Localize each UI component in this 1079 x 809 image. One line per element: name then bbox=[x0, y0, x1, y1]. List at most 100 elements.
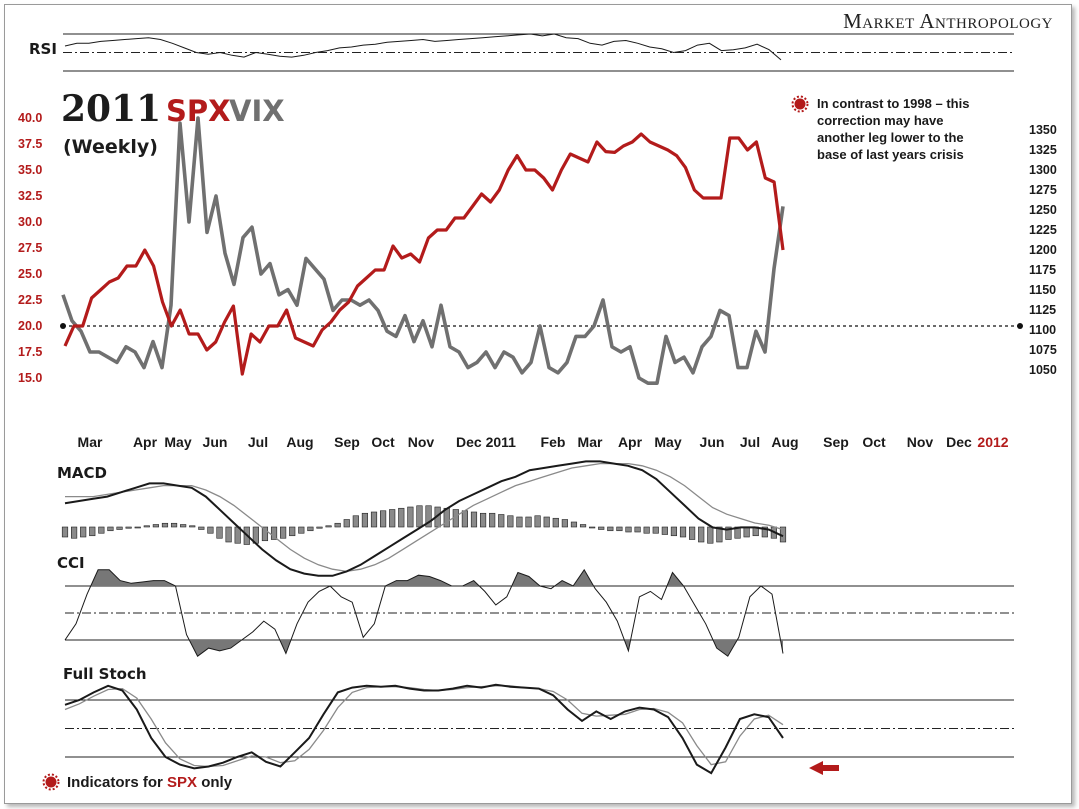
macd-histogram-bar bbox=[398, 507, 405, 528]
macd-histogram-bar bbox=[161, 522, 169, 528]
x-axis-label: May bbox=[654, 434, 681, 450]
red-starburst-bullet-icon bbox=[45, 776, 57, 788]
vix-axis-tick-label: 15.0 bbox=[18, 371, 42, 385]
title-weekly: (Weekly) bbox=[63, 136, 158, 158]
macd-panel: MACD bbox=[57, 460, 787, 577]
macd-histogram-bar bbox=[261, 526, 269, 542]
cci-panel: CCI bbox=[57, 554, 1014, 657]
macd-histogram-bar bbox=[425, 505, 432, 528]
macd-histogram-bar bbox=[298, 526, 305, 534]
macd-histogram-bar bbox=[516, 516, 523, 528]
stoch-k-line bbox=[64, 683, 784, 775]
spx-axis-tick-label: 1350 bbox=[1029, 123, 1057, 137]
x-axis-label: Aug bbox=[771, 434, 798, 450]
macd-histogram-bar bbox=[707, 526, 714, 544]
macd-histogram-bar bbox=[352, 515, 359, 528]
vix-axis-tick-label: 25.0 bbox=[18, 267, 42, 281]
vix-axis-tick-label: 32.5 bbox=[18, 189, 42, 203]
macd-histogram-bar bbox=[207, 526, 214, 534]
macd-histogram-bar bbox=[725, 526, 732, 540]
red-starburst-bullet-icon bbox=[794, 98, 806, 110]
x-axis-label: Nov bbox=[408, 434, 435, 450]
footnote-highlight: SPX bbox=[167, 774, 197, 791]
macd-histogram-bar bbox=[270, 526, 278, 540]
footnote-suffix: only bbox=[197, 774, 233, 791]
reference-line-end-dot bbox=[1017, 323, 1023, 329]
x-axis-label: 2012 bbox=[977, 434, 1008, 450]
spx-axis-tick-label: 1275 bbox=[1029, 183, 1057, 197]
macd-histogram-bar bbox=[170, 522, 178, 528]
spx-axis-tick-label: 1175 bbox=[1029, 263, 1056, 277]
macd-histogram-bar bbox=[71, 526, 78, 539]
vix-axis-tick-label: 35.0 bbox=[18, 163, 42, 177]
annotation-bullet bbox=[791, 95, 809, 113]
x-axis-label: Apr bbox=[618, 434, 643, 450]
x-axis-label: Aug bbox=[286, 434, 313, 450]
cci-label: CCI bbox=[57, 554, 85, 572]
left-arrow-marker bbox=[809, 761, 839, 775]
full-stoch-label: Full Stoch bbox=[63, 665, 147, 683]
macd-histogram-bar bbox=[652, 526, 659, 534]
footnote: Indicators for SPX only bbox=[42, 773, 233, 791]
macd-histogram-bar bbox=[461, 510, 468, 528]
macd-signal-line bbox=[65, 462, 784, 573]
vix-series-line bbox=[61, 116, 785, 386]
vix-axis-tick-label: 22.5 bbox=[18, 293, 42, 307]
starburst-rays bbox=[791, 95, 809, 113]
vix-axis-tick-label: 17.5 bbox=[18, 345, 42, 359]
macd-histogram-bar bbox=[479, 512, 487, 528]
macd-histogram-bar bbox=[89, 526, 96, 537]
vix-axis-tick-label: 27.5 bbox=[18, 241, 42, 255]
starburst-rays bbox=[42, 773, 60, 791]
x-axis-label: Sep bbox=[823, 434, 849, 450]
spx-axis-tick-label: 1225 bbox=[1029, 223, 1057, 237]
macd-histogram-bar bbox=[743, 526, 750, 538]
macd-histogram-bar bbox=[761, 526, 768, 538]
brand-title: Market Anthropology bbox=[843, 9, 1053, 33]
cci-oversold-fill bbox=[189, 640, 784, 657]
macd-histogram-bar bbox=[289, 526, 296, 537]
x-axis-label: Jun bbox=[700, 434, 725, 450]
macd-line bbox=[64, 460, 784, 577]
macd-histogram-bar bbox=[407, 506, 414, 528]
macd-histogram-bar bbox=[716, 526, 723, 543]
macd-histogram-bar bbox=[570, 521, 578, 528]
footnote-text: Indicators for SPX only bbox=[67, 774, 233, 791]
macd-histogram-bar bbox=[625, 526, 632, 533]
full-stoch-panel: Full Stoch bbox=[63, 665, 1014, 775]
chart-canvas: Market Anthropology RSI 2011 SPX VIX (We… bbox=[18, 9, 1057, 791]
macd-histogram-bar bbox=[416, 505, 423, 528]
cci-overbought-fill bbox=[90, 569, 684, 586]
annotation-line-1: In contrast to 1998 – this bbox=[817, 96, 969, 111]
macd-histogram-bar bbox=[316, 526, 323, 529]
macd-histogram-bar bbox=[216, 526, 223, 539]
macd-histogram-bar bbox=[507, 515, 514, 528]
annotation-line-2: correction may have bbox=[817, 113, 943, 128]
rsi-line bbox=[64, 33, 782, 61]
macd-label: MACD bbox=[57, 464, 107, 482]
x-axis-label: Jul bbox=[740, 434, 760, 450]
spx-axis-tick-label: 1150 bbox=[1029, 283, 1056, 297]
macd-histogram-bar bbox=[389, 509, 396, 528]
macd-histogram-bar bbox=[579, 524, 587, 528]
x-axis-label: Jul bbox=[248, 434, 268, 450]
macd-histogram-bar bbox=[607, 526, 614, 532]
macd-histogram-bar bbox=[380, 510, 387, 528]
macd-histogram-bar bbox=[98, 526, 105, 534]
x-axis-label: Jun bbox=[203, 434, 228, 450]
macd-histogram-bar bbox=[470, 511, 478, 528]
macd-histogram-bar bbox=[589, 526, 596, 529]
macd-histogram-bar bbox=[661, 526, 668, 535]
macd-histogram-bar bbox=[561, 519, 568, 528]
spx-series-line bbox=[63, 132, 785, 376]
annotation-line-4: base of last years crisis bbox=[817, 147, 964, 162]
title-year: 2011 bbox=[61, 88, 161, 130]
macd-histogram-bar bbox=[634, 526, 641, 533]
macd-histogram-bar bbox=[80, 526, 87, 538]
spx-axis-tick-label: 1300 bbox=[1029, 163, 1057, 177]
spx-axis-tick-label: 1250 bbox=[1029, 203, 1057, 217]
x-axis-label: Dec bbox=[946, 434, 972, 450]
macd-histogram-bar bbox=[552, 517, 559, 528]
macd-histogram-bar bbox=[198, 526, 205, 530]
rsi-panel: RSI bbox=[29, 33, 1014, 72]
